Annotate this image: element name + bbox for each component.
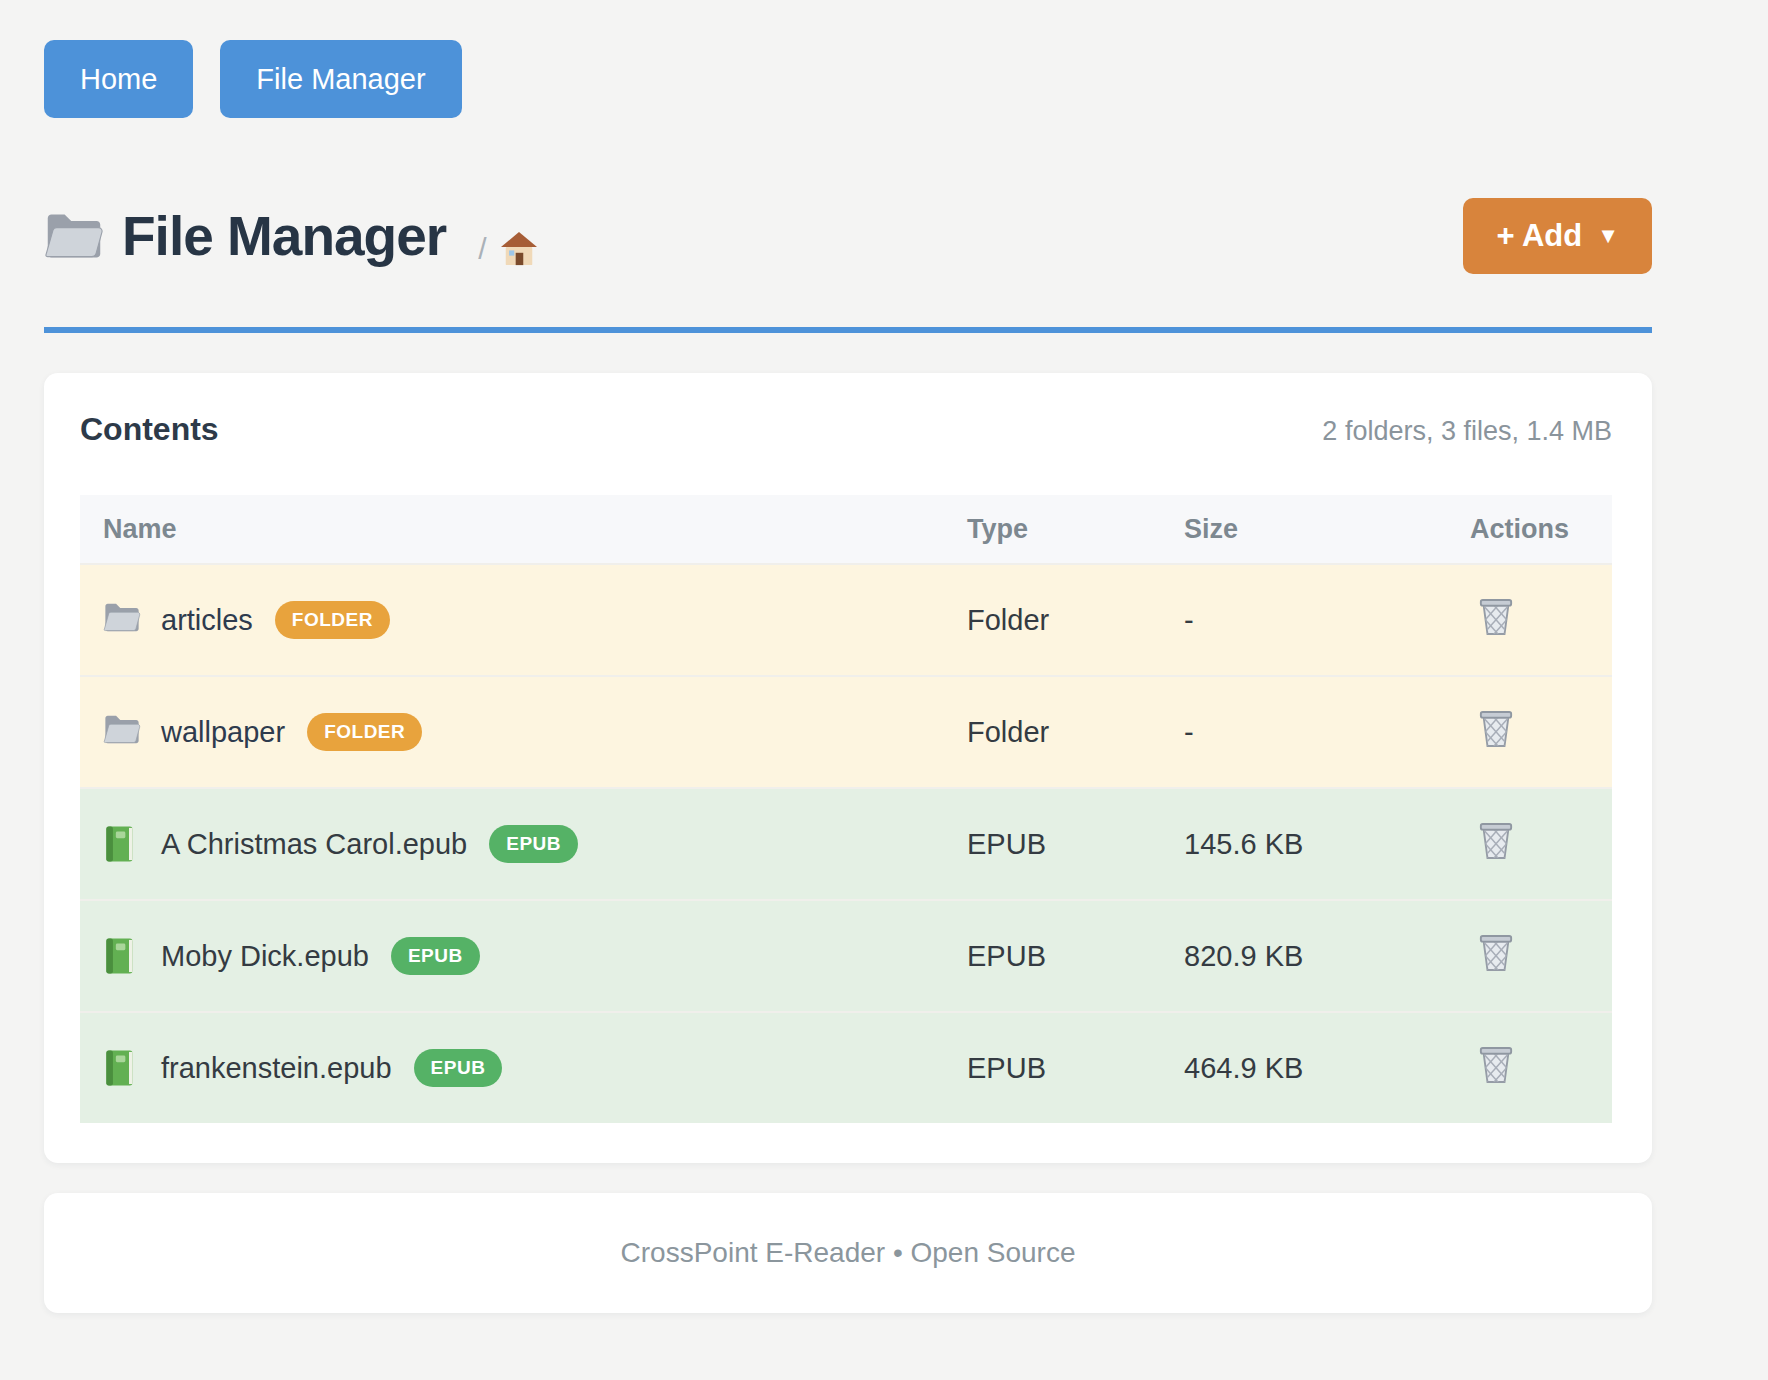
type-cell: EPUB <box>967 1052 1184 1085</box>
folder-badge: FOLDER <box>307 713 422 751</box>
table-header-row: Name Type Size Actions <box>80 495 1612 563</box>
add-button-label: + Add <box>1496 218 1582 254</box>
top-nav: Home File Manager <box>44 40 1652 118</box>
folder-icon <box>44 210 104 262</box>
trash-icon <box>1478 596 1514 638</box>
actions-cell <box>1470 932 1612 981</box>
actions-cell <box>1470 820 1612 869</box>
actions-cell <box>1470 596 1612 645</box>
contents-card-header: Contents 2 folders, 3 files, 1.4 MB <box>80 407 1612 451</box>
trash-icon <box>1478 708 1514 750</box>
column-header-actions: Actions <box>1470 514 1612 545</box>
folder-badge: FOLDER <box>275 601 390 639</box>
epub-badge: EPUB <box>489 825 578 863</box>
delete-button[interactable] <box>1478 1044 1516 1086</box>
name-cell: wallpaper FOLDER <box>80 713 967 751</box>
file-table: Name Type Size Actions articles FOLDER F… <box>80 495 1612 1123</box>
nav-home-button[interactable]: Home <box>44 40 193 118</box>
size-cell: 464.9 KB <box>1184 1052 1470 1085</box>
delete-button[interactable] <box>1478 596 1516 638</box>
trash-icon <box>1478 1044 1514 1086</box>
type-cell: EPUB <box>967 828 1184 861</box>
file-name-link[interactable]: articles <box>161 604 253 637</box>
table-body: articles FOLDER Folder - wallpaper FOLDE… <box>80 563 1612 1123</box>
type-cell: Folder <box>967 716 1184 749</box>
page-header: File Manager / + Add ▼ <box>44 190 1652 282</box>
folder-icon <box>103 713 141 751</box>
trash-icon <box>1478 820 1514 862</box>
epub-badge: EPUB <box>391 937 480 975</box>
column-header-name: Name <box>80 514 967 545</box>
actions-cell <box>1470 708 1612 757</box>
column-header-size: Size <box>1184 514 1470 545</box>
file-name-link[interactable]: Moby Dick.epub <box>161 940 369 973</box>
nav-file-manager-button[interactable]: File Manager <box>220 40 461 118</box>
table-row: articles FOLDER Folder - <box>80 563 1612 675</box>
trash-icon <box>1478 932 1514 974</box>
column-header-type: Type <box>967 514 1184 545</box>
delete-button[interactable] <box>1478 708 1516 750</box>
table-row: frankenstein.epub EPUB EPUB 464.9 KB <box>80 1011 1612 1123</box>
name-cell: articles FOLDER <box>80 601 967 639</box>
page-container: Home File Manager File Manager / + Add ▼… <box>44 0 1652 1313</box>
green-book-icon <box>103 825 141 863</box>
caret-down-icon: ▼ <box>1597 225 1619 247</box>
file-name-link[interactable]: wallpaper <box>161 716 285 749</box>
footer-card: CrossPoint E-Reader • Open Source <box>44 1193 1652 1313</box>
size-cell: - <box>1184 604 1470 637</box>
size-cell: 820.9 KB <box>1184 940 1470 973</box>
breadcrumb-separator: / <box>478 232 486 266</box>
home-icon[interactable] <box>500 231 538 267</box>
table-row: Moby Dick.epub EPUB EPUB 820.9 KB <box>80 899 1612 1011</box>
contents-summary: 2 folders, 3 files, 1.4 MB <box>1322 411 1612 451</box>
contents-heading: Contents <box>80 407 219 451</box>
table-row: wallpaper FOLDER Folder - <box>80 675 1612 787</box>
size-cell: 145.6 KB <box>1184 828 1470 861</box>
file-name-link[interactable]: A Christmas Carol.epub <box>161 828 467 861</box>
folder-icon <box>103 601 141 639</box>
delete-button[interactable] <box>1478 820 1516 862</box>
type-cell: EPUB <box>967 940 1184 973</box>
table-row: A Christmas Carol.epub EPUB EPUB 145.6 K… <box>80 787 1612 899</box>
size-cell: - <box>1184 716 1470 749</box>
actions-cell <box>1470 1044 1612 1093</box>
contents-card: Contents 2 folders, 3 files, 1.4 MB Name… <box>44 373 1652 1163</box>
type-cell: Folder <box>967 604 1184 637</box>
add-button[interactable]: + Add ▼ <box>1463 198 1652 274</box>
delete-button[interactable] <box>1478 932 1516 974</box>
footer-text: CrossPoint E-Reader • Open Source <box>621 1237 1076 1269</box>
breadcrumb: / <box>478 231 537 267</box>
page-title: File Manager <box>122 204 446 268</box>
green-book-icon <box>103 1049 141 1087</box>
green-book-icon <box>103 937 141 975</box>
file-name-link[interactable]: frankenstein.epub <box>161 1052 392 1085</box>
name-cell: A Christmas Carol.epub EPUB <box>80 825 967 863</box>
name-cell: frankenstein.epub EPUB <box>80 1049 967 1087</box>
epub-badge: EPUB <box>414 1049 503 1087</box>
page-title-group: File Manager / <box>44 204 538 268</box>
header-divider <box>44 327 1652 333</box>
name-cell: Moby Dick.epub EPUB <box>80 937 967 975</box>
